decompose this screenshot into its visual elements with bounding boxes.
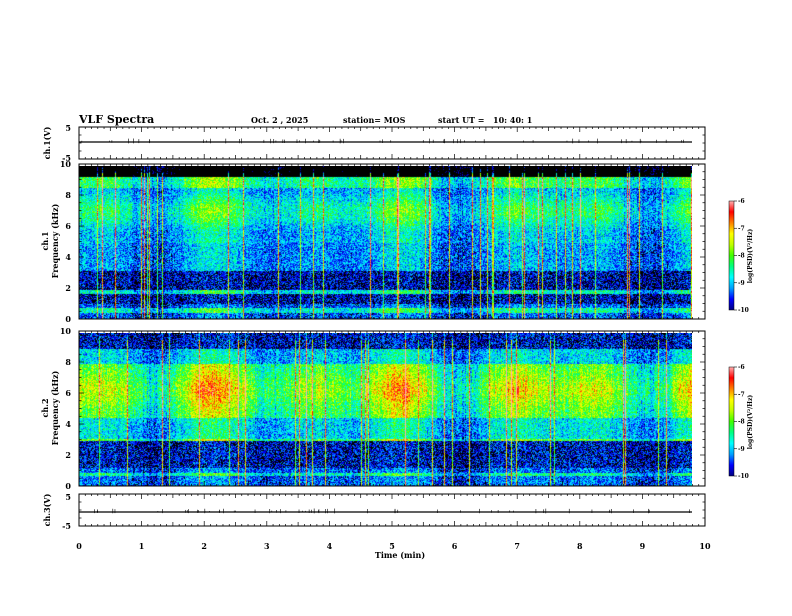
colorbar-tick-label: -9 — [738, 280, 745, 287]
colorbar-tick-label: -6 — [738, 364, 745, 371]
ch3-waveform-panel: 5 -5 ch.3(V) — [42, 492, 706, 531]
colorbar-tick-label: -10 — [738, 473, 749, 480]
x-tick-label: 0 — [76, 541, 82, 551]
ch1-waveform-spikes — [81, 138, 684, 144]
x-tick-label: 4 — [327, 541, 333, 551]
y-tick-label: 6 — [65, 388, 71, 398]
ch2-spectrogram-image — [79, 333, 692, 486]
colorbar-tick-label: -10 — [738, 307, 749, 314]
ch2-spectrogram-yticklabels: 0 2 4 6 8 10 — [60, 326, 72, 491]
ch2-spectrogram-panel: 0 2 4 6 8 10 ch.2 Frequency (kHz) — [40, 326, 706, 491]
ch1-colorbar-ticks: -6 -7 -8 -9 -10 — [734, 198, 749, 314]
x-tick-label: 7 — [514, 541, 520, 551]
x-axis-label: Time (min) — [375, 550, 425, 560]
date-label: Oct. 2 , 2025 — [251, 115, 308, 125]
colorbar-tick-label: -7 — [738, 391, 745, 398]
x-tick-label: 1 — [139, 541, 145, 551]
y-tick-label: 10 — [60, 326, 72, 336]
ch1-spectrogram-panel: 0 2 4 6 8 10 ch.1 Frequency (kHz) — [40, 159, 706, 324]
y-tick-label: 2 — [65, 283, 71, 293]
y-tick-label: 4 — [65, 419, 71, 429]
chart-title: VLF Spectra — [78, 113, 154, 126]
ch1-spectrogram-yticklabels: 0 2 4 6 8 10 — [60, 159, 72, 324]
y-tick-label: 6 — [65, 221, 71, 231]
ch1-spectrogram-ylabel-channel: ch.1 — [40, 231, 50, 250]
ch1-spectrogram-image — [79, 166, 692, 319]
ch1-waveform-ticks — [78, 126, 706, 160]
x-tick-label: 8 — [577, 541, 583, 551]
station-label: station= MOS — [343, 115, 406, 125]
start-ut-label: start UT = — [438, 115, 485, 125]
colorbar-tick-label: -8 — [738, 419, 745, 426]
colorbar-tick-label: -6 — [738, 198, 745, 205]
y-tick-label: 0 — [65, 481, 71, 491]
x-tick-label: 3 — [264, 541, 270, 551]
y-tick-label: 2 — [65, 450, 71, 460]
ch1-waveform-frame — [78, 126, 706, 160]
ch1-ytick-top: 5 — [65, 123, 71, 133]
x-axis-tick-labels: 0 1 2 3 4 5 6 7 8 9 10 — [76, 541, 711, 551]
ch2-colorbar-ticks: -6 -7 -8 -9 -10 — [734, 364, 749, 480]
colorbar-tick-label: -8 — [738, 253, 745, 260]
ch2-colorbar-label: log(PSD)(V²/Hz) — [747, 395, 754, 450]
colorbar-tick-label: -7 — [738, 225, 745, 232]
ch2-spectrogram-ylabel-channel: ch.2 — [40, 398, 50, 417]
ch3-waveform-ticks — [78, 493, 706, 527]
ch1-colorbar-label: log(PSD)(V²/Hz) — [747, 229, 754, 284]
y-tick-label: 8 — [65, 190, 71, 200]
colorbar-tick-label: -9 — [738, 446, 745, 453]
y-tick-label: 0 — [65, 314, 71, 324]
x-tick-label: 6 — [452, 541, 458, 551]
ch1-spectrogram-frame — [78, 163, 706, 320]
ch3-ytick-top: 5 — [65, 492, 71, 502]
y-tick-label: 4 — [65, 252, 71, 262]
x-tick-label: 10 — [699, 541, 711, 551]
x-tick-label: 2 — [201, 541, 207, 551]
y-tick-label: 10 — [60, 159, 72, 169]
ch2-colorbar: -6 -7 -8 -9 -10 log(PSD)(V²/Hz) — [728, 364, 754, 480]
ch3-waveform-spikes — [94, 508, 690, 514]
ch1-waveform-panel: 5 -5 ch.1(V) — [42, 123, 706, 163]
ch2-colorbar-gradient — [728, 366, 735, 477]
ch3-ytick-bottom: -5 — [62, 521, 71, 531]
ch2-spectrogram-frame — [78, 330, 706, 487]
ch2-spectrogram-ylabel-frequency: Frequency (kHz) — [50, 370, 60, 445]
y-tick-label: 8 — [65, 357, 71, 367]
ch1-ytick-bottom: -5 — [62, 153, 71, 163]
x-tick-label: 5 — [389, 541, 395, 551]
ch1-waveform-ylabel: ch.1(V) — [42, 126, 52, 159]
ch1-colorbar: -6 -7 -8 -9 -10 log(PSD)(V²/Hz) — [728, 198, 754, 314]
ch1-spectrogram-ylabel-frequency: Frequency (kHz) — [50, 203, 60, 278]
ch1-colorbar-gradient — [728, 200, 735, 311]
x-tick-label: 9 — [640, 541, 646, 551]
start-ut-time: 10: 40: 1 — [493, 115, 532, 125]
ch3-waveform-frame — [78, 493, 706, 527]
ch3-waveform-ylabel: ch.3(V) — [42, 493, 52, 526]
